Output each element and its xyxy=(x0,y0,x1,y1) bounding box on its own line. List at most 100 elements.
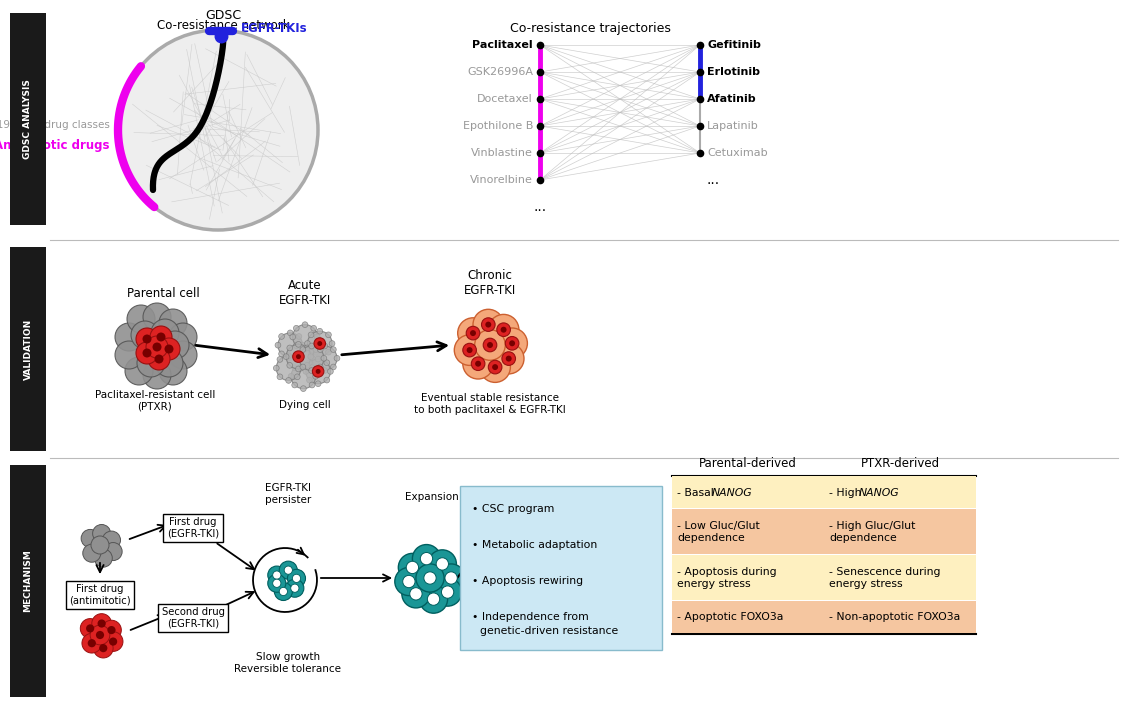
Circle shape xyxy=(509,341,515,346)
Text: Eventual stable resistance
to both paclitaxel & EGFR-TKI: Eventual stable resistance to both pacli… xyxy=(414,393,566,415)
Circle shape xyxy=(334,356,340,361)
Circle shape xyxy=(86,624,95,633)
Circle shape xyxy=(293,326,299,331)
Text: First drug
(EGFR-TKI): First drug (EGFR-TKI) xyxy=(167,517,219,539)
Circle shape xyxy=(107,626,115,634)
Text: - Apoptosis during
energy stress: - Apoptosis during energy stress xyxy=(677,567,776,589)
Circle shape xyxy=(395,568,423,595)
Circle shape xyxy=(300,342,306,348)
Circle shape xyxy=(501,327,506,333)
Circle shape xyxy=(115,323,143,351)
Circle shape xyxy=(284,566,292,574)
Circle shape xyxy=(280,561,298,579)
Circle shape xyxy=(493,343,525,374)
Circle shape xyxy=(292,325,317,349)
Circle shape xyxy=(296,366,301,372)
Circle shape xyxy=(402,580,430,608)
Circle shape xyxy=(312,373,318,379)
Circle shape xyxy=(299,346,324,371)
Circle shape xyxy=(169,323,197,351)
Circle shape xyxy=(99,644,107,652)
Circle shape xyxy=(306,359,331,383)
Circle shape xyxy=(329,341,335,346)
Circle shape xyxy=(296,351,302,357)
Circle shape xyxy=(317,347,323,353)
Circle shape xyxy=(292,351,305,363)
Text: Slow growth
Reversible tolerance: Slow growth Reversible tolerance xyxy=(235,652,342,673)
Text: First drug
(antimitotic): First drug (antimitotic) xyxy=(69,584,131,605)
Circle shape xyxy=(300,364,306,370)
Circle shape xyxy=(462,348,493,379)
Circle shape xyxy=(308,332,314,338)
Circle shape xyxy=(473,309,503,340)
Circle shape xyxy=(316,369,320,374)
Circle shape xyxy=(104,632,123,651)
Text: Cetuximab: Cetuximab xyxy=(707,148,768,158)
Circle shape xyxy=(294,356,300,362)
Circle shape xyxy=(421,553,433,565)
Circle shape xyxy=(314,364,319,370)
Circle shape xyxy=(96,631,104,639)
Circle shape xyxy=(80,618,100,638)
Circle shape xyxy=(309,365,315,371)
Circle shape xyxy=(441,586,453,598)
Circle shape xyxy=(311,343,317,348)
Text: MECHANISM: MECHANISM xyxy=(24,550,33,613)
Circle shape xyxy=(331,347,336,353)
Circle shape xyxy=(92,525,111,543)
Circle shape xyxy=(94,638,113,658)
Text: Lapatinib: Lapatinib xyxy=(707,121,759,131)
Circle shape xyxy=(81,529,99,548)
Circle shape xyxy=(317,328,323,334)
Circle shape xyxy=(159,357,187,385)
Circle shape xyxy=(283,353,289,360)
Circle shape xyxy=(472,357,485,371)
Circle shape xyxy=(296,354,301,359)
Circle shape xyxy=(315,356,321,362)
Text: Parental-derived: Parental-derived xyxy=(699,457,797,470)
Circle shape xyxy=(277,356,283,362)
Circle shape xyxy=(485,321,492,328)
Circle shape xyxy=(125,357,153,385)
Circle shape xyxy=(95,549,113,567)
Circle shape xyxy=(302,346,308,352)
Text: Paclitaxel-resistant cell
(PTXR): Paclitaxel-resistant cell (PTXR) xyxy=(95,390,215,411)
Circle shape xyxy=(428,593,440,605)
Circle shape xyxy=(314,347,319,353)
Circle shape xyxy=(155,349,183,377)
Text: - Basal: - Basal xyxy=(677,488,717,498)
Circle shape xyxy=(475,361,481,367)
Circle shape xyxy=(109,638,117,645)
Circle shape xyxy=(488,314,519,345)
Circle shape xyxy=(308,349,314,355)
Circle shape xyxy=(327,368,333,374)
Text: Chronic
EGFR-TKI: Chronic EGFR-TKI xyxy=(464,269,517,297)
Circle shape xyxy=(279,333,284,339)
Circle shape xyxy=(291,584,299,593)
Circle shape xyxy=(309,382,315,388)
Circle shape xyxy=(321,368,327,373)
Text: Dying cell: Dying cell xyxy=(279,400,331,410)
Circle shape xyxy=(277,333,302,358)
Text: Epothilone B: Epothilone B xyxy=(462,121,534,131)
Text: NANOG: NANOG xyxy=(712,488,752,498)
Circle shape xyxy=(298,366,303,371)
Text: Second drug
(EGFR-TKI): Second drug (EGFR-TKI) xyxy=(161,607,224,629)
Circle shape xyxy=(483,338,496,352)
Circle shape xyxy=(308,353,314,360)
Text: GDSC: GDSC xyxy=(205,9,241,22)
Circle shape xyxy=(300,386,306,391)
Circle shape xyxy=(470,330,476,336)
Text: Vinblastine: Vinblastine xyxy=(472,148,534,158)
Circle shape xyxy=(136,328,158,350)
Circle shape xyxy=(326,349,332,355)
Circle shape xyxy=(275,342,281,348)
Circle shape xyxy=(142,334,151,343)
Circle shape xyxy=(324,377,329,383)
Text: Paclitaxel: Paclitaxel xyxy=(473,40,534,50)
Circle shape xyxy=(276,356,301,381)
Circle shape xyxy=(433,578,461,606)
Circle shape xyxy=(309,343,315,349)
Text: • Metabolic adaptation: • Metabolic adaptation xyxy=(472,540,597,550)
Circle shape xyxy=(315,381,321,386)
